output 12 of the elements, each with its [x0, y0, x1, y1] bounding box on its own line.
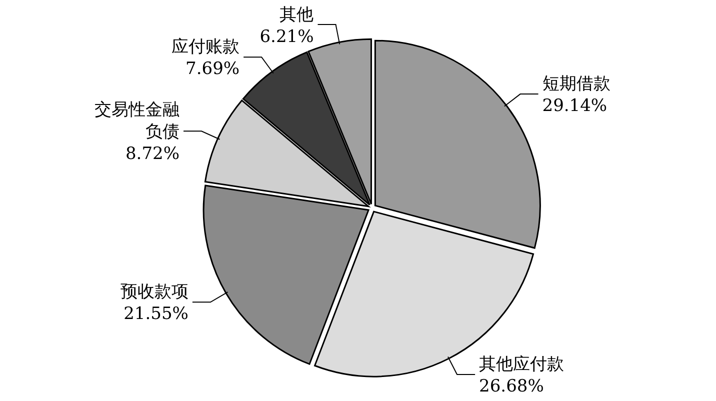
- slice-label: 其他应付款: [479, 354, 564, 375]
- data-label: 6.21%: [260, 27, 314, 47]
- slice-label: 短期借款: [542, 74, 610, 94]
- data-label: 26.68%: [479, 376, 544, 397]
- data-label: 7.69%: [186, 59, 240, 80]
- data-label: 21.55%: [124, 304, 188, 324]
- data-label: 29.14%: [542, 96, 608, 116]
- data-label: 8.72%: [125, 144, 180, 164]
- slice-label: 交易性金融负债: [94, 100, 180, 142]
- slice-label: 预收款项: [120, 282, 188, 302]
- slice-label: 应付账款: [172, 37, 240, 58]
- slice-label: 其他: [280, 5, 314, 25]
